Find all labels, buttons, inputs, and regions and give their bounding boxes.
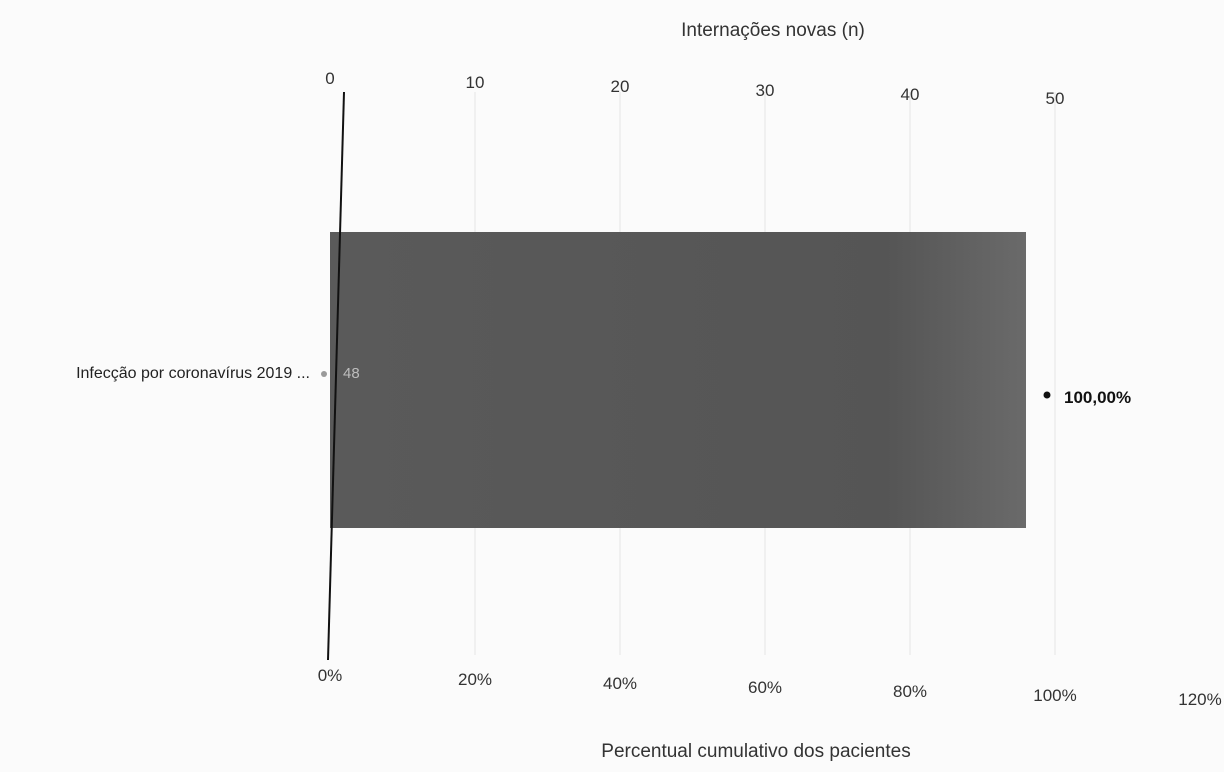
bar-value-label: 48 (343, 365, 360, 382)
bar (330, 232, 1026, 528)
labels: Internações novas (n) Percentual cumulat… (76, 20, 1222, 762)
top-axis-tick-label: 50 (1046, 89, 1065, 108)
axes (327, 91, 345, 661)
top-axis-tick-label: 0 (325, 69, 334, 88)
bottom-axis-tick-label: 20% (458, 670, 492, 689)
cumulative-percent-point (1043, 391, 1051, 399)
top-axis-tick-label: 40 (901, 85, 920, 104)
category-label: Infecção por coronavírus 2019 ... (76, 365, 310, 382)
bottom-axis-tick-label: 40% (603, 674, 637, 693)
category-marker (321, 371, 327, 377)
bottom-axis-tick-label: 0% (318, 666, 343, 685)
bottom-axis-tick-label: 80% (893, 682, 927, 701)
bars (321, 232, 1051, 528)
top-axis-tick-label: 10 (466, 73, 485, 92)
category-axis-line (327, 91, 345, 661)
top-axis-tick-label: 30 (756, 81, 775, 100)
bottom-axis-tick-label: 100% (1033, 686, 1076, 705)
bottom-axis-tick-label: 120% (1178, 690, 1221, 709)
top-axis-title: Internações novas (n) (681, 20, 865, 41)
top-axis-tick-label: 20 (611, 77, 630, 96)
percent-value-label: 100,00% (1064, 388, 1131, 407)
bottom-axis-tick-label: 60% (748, 678, 782, 697)
bottom-axis-title: Percentual cumulativo dos pacientes (601, 741, 910, 762)
